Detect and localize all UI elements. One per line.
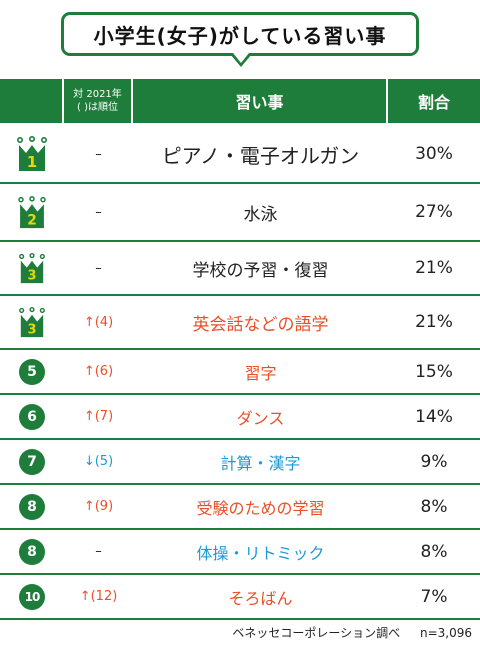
lesson-percentage: 8%: [420, 496, 448, 517]
rank-change: –: [95, 544, 102, 559]
lesson-percentage: 30%: [415, 144, 453, 164]
lesson-percentage: 14%: [415, 406, 453, 427]
lesson-name: 受験のための学習: [196, 498, 325, 518]
lesson-name: そろばん: [228, 588, 293, 608]
header-pct-cell: 割合: [388, 79, 480, 123]
row-divider: [0, 618, 480, 620]
rank-badge: 5: [19, 358, 45, 385]
table-row: 3 – 学校の予習・復習 21%: [0, 241, 480, 295]
rank-cell: 1: [0, 125, 64, 183]
lesson-percentage: 15%: [415, 361, 453, 382]
rank-change: ↓(5): [83, 454, 114, 469]
lesson-percentage: 21%: [415, 258, 453, 278]
rank-cell: 2: [0, 183, 64, 241]
rank-badge: 7: [19, 448, 45, 475]
row-divider: [0, 393, 480, 395]
row-divider: [0, 438, 480, 440]
svg-text:1: 1: [27, 153, 37, 171]
table-row: 7 ↓(5) 計算・漢字 9%: [0, 439, 480, 484]
rank-cell: 5: [0, 349, 64, 394]
crown-icon: 3: [19, 306, 45, 337]
svg-text:2: 2: [27, 212, 37, 228]
page-title: 小学生(女子)がしている習い事: [93, 23, 387, 48]
rank-badge: 6: [19, 403, 45, 430]
table-row: 8 ↑(9) 受験のための学習 8%: [0, 484, 480, 529]
header-change-line2: ( )は順位: [77, 102, 118, 113]
rank-cell: 3: [0, 295, 64, 349]
lesson-name: ダンス: [236, 408, 285, 428]
lesson-name: 計算・漢字: [220, 453, 301, 473]
svg-text:3: 3: [28, 268, 37, 283]
footer-source: ベネッセコーポレーション調べ: [232, 626, 401, 640]
chart-title-box: 小学生(女子)がしている習い事: [61, 12, 419, 56]
lesson-percentage: 27%: [415, 202, 453, 222]
footer: ベネッセコーポレーション調べ n=3,096: [216, 624, 472, 641]
rank-badge: 8: [19, 538, 45, 565]
row-divider: [0, 528, 480, 530]
row-divider: [0, 294, 480, 296]
rank-cell: 10: [0, 574, 64, 619]
rank-cell: 8: [0, 529, 64, 574]
rank-cell: 7: [0, 439, 64, 484]
header-name-label: 習い事: [235, 93, 284, 112]
lesson-percentage: 9%: [420, 451, 448, 472]
crown-icon: 3: [19, 252, 45, 283]
row-divider: [0, 182, 480, 184]
table-row: 5 ↑(6) 習字 15%: [0, 349, 480, 394]
lesson-name: ピアノ・電子オルガン: [161, 143, 360, 168]
header-name-cell: 習い事: [133, 79, 386, 123]
table-row: 8 – 体操・リトミック 8%: [0, 529, 480, 574]
rank-change: ↑(7): [83, 409, 114, 424]
table-row: 1 – ピアノ・電子オルガン 30%: [0, 125, 480, 183]
crown-icon: 1: [17, 136, 47, 171]
header-change-cell: 対 2021年 ( )は順位: [64, 79, 131, 123]
rank-cell: 8: [0, 484, 64, 529]
rank-change: ↑(6): [83, 364, 114, 379]
rank-change: ↑(4): [83, 314, 114, 330]
table-row: 2 – 水泳 27%: [0, 183, 480, 241]
lesson-name: 水泳: [243, 204, 278, 225]
rank-badge: 8: [19, 493, 45, 520]
lesson-name: 英会話などの語学: [192, 314, 329, 335]
rank-cell: 3: [0, 241, 64, 295]
rank-change: –: [95, 260, 102, 276]
rank-badge: 10: [19, 583, 45, 610]
crown-icon: 2: [18, 195, 46, 228]
rank-cell: 6: [0, 394, 64, 439]
row-divider: [0, 348, 480, 350]
lesson-name: 体操・リトミック: [196, 543, 325, 563]
svg-text:3: 3: [28, 322, 37, 337]
row-divider: [0, 573, 480, 575]
lesson-percentage: 21%: [415, 312, 453, 332]
header-pct-label: 割合: [417, 93, 450, 112]
header-change-line1: 対 2021年: [73, 89, 122, 100]
rank-change: –: [95, 146, 102, 162]
rank-change: ↑(12): [79, 589, 118, 604]
row-divider: [0, 240, 480, 242]
table-row: 3 ↑(4) 英会話などの語学 21%: [0, 295, 480, 349]
lesson-name: 習字: [244, 363, 277, 383]
rank-change: ↑(9): [83, 499, 114, 514]
lesson-name: 学校の予習・復習: [192, 260, 329, 281]
footer-sample-size: n=3,096: [419, 626, 472, 640]
table-row: 10 ↑(12) そろばん 7%: [0, 574, 480, 619]
header-rank-cell: [0, 79, 62, 123]
table-row: 6 ↑(7) ダンス 14%: [0, 394, 480, 439]
row-divider: [0, 483, 480, 485]
title-pointer-inner: [233, 53, 249, 63]
lesson-percentage: 7%: [420, 586, 448, 607]
rank-change: –: [95, 204, 102, 220]
lesson-percentage: 8%: [420, 541, 448, 562]
